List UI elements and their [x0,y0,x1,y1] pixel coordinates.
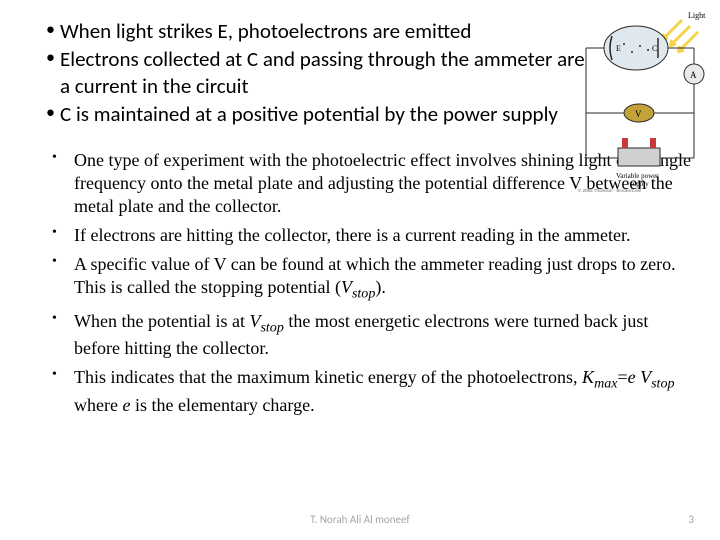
list-item: When the potential is at Vstop the most … [52,310,692,361]
list-item: Electrons collected at C and passing thr… [46,46,586,99]
light-label: Light [688,11,706,20]
list-item: If electrons are hitting the collector, … [52,224,692,247]
electrode-e-label: E [616,44,621,53]
power-supply-label2: supply [630,180,649,188]
diagram-copyright: © 2005 Thomson - Brooks/Cole [578,187,642,193]
ammeter-label: A [690,70,697,80]
list-item: When light strikes E, photoelectrons are… [46,18,586,44]
circuit-diagram: Light E C A V Variable power supply © 20… [574,8,710,193]
voltmeter-label: V [635,109,642,119]
electrode-c-label: C [652,44,657,53]
footer-author: T. Norah Ali Al moneef [0,513,720,526]
list-item: C is maintained at a positive potential … [46,101,586,127]
page-number: 3 [688,513,694,526]
list-item: This indicates that the maximum kinetic … [52,366,692,417]
list-item: A specific value of V can be found at wh… [52,253,692,304]
power-supply-icon [618,148,660,166]
power-supply-label: Variable power [616,172,659,180]
